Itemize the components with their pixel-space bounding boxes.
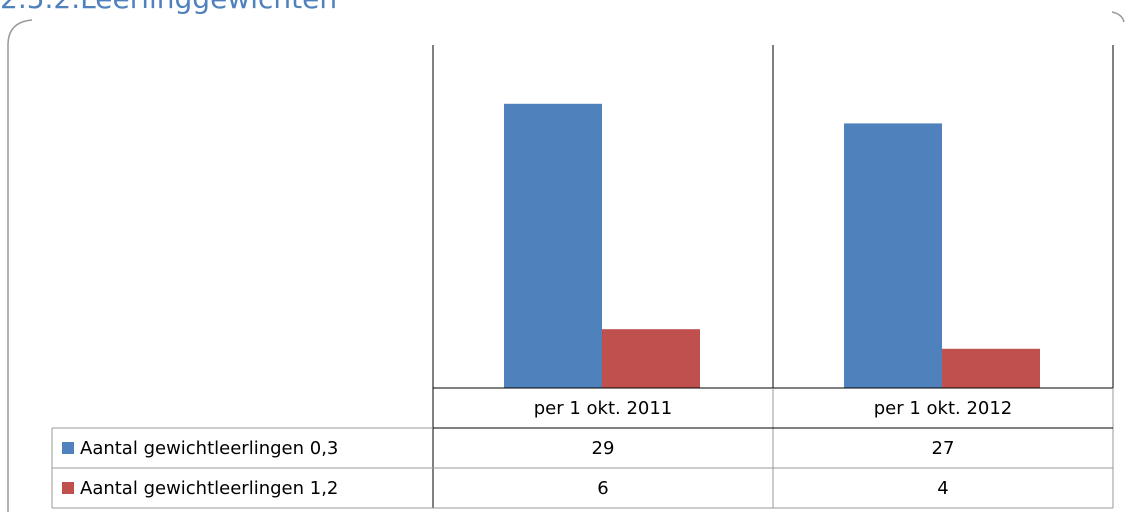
bar bbox=[942, 348, 1040, 388]
bar bbox=[602, 329, 700, 388]
legend-label: Aantal gewichtleerlingen 0,3 bbox=[80, 438, 338, 459]
table-value: 27 bbox=[932, 438, 955, 459]
chart-title: 2.5.2.Leerlinggewichten bbox=[0, 0, 337, 15]
frame bbox=[7, 11, 1125, 512]
table-value: 6 bbox=[597, 478, 608, 499]
table-value: 4 bbox=[937, 478, 948, 499]
legend-label: Aantal gewichtleerlingen 1,2 bbox=[80, 478, 338, 499]
x-tick-label: per 1 okt. 2012 bbox=[874, 398, 1013, 419]
legend-swatch bbox=[62, 442, 74, 454]
table-value: 29 bbox=[592, 438, 615, 459]
bar bbox=[504, 103, 602, 389]
x-tick-label: per 1 okt. 2011 bbox=[534, 398, 673, 419]
bar bbox=[844, 123, 942, 389]
legend-swatch bbox=[62, 482, 74, 494]
